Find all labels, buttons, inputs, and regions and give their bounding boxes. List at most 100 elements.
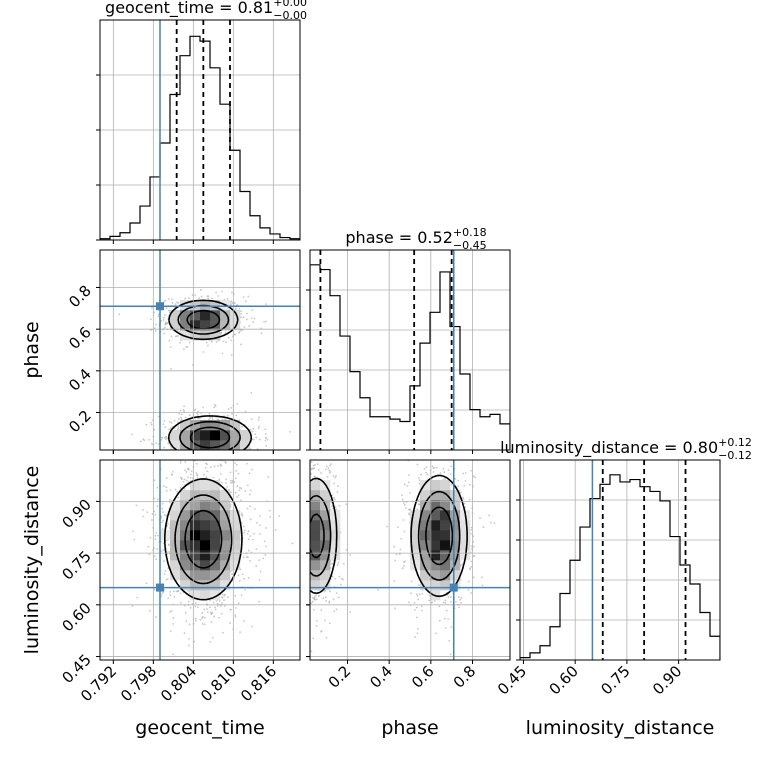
sample-point — [194, 602, 197, 604]
sample-point — [246, 507, 249, 510]
sample-point — [163, 560, 165, 563]
sample-point — [340, 583, 342, 586]
sample-point — [189, 454, 191, 456]
axes-frame — [99, 19, 301, 241]
sample-point — [305, 557, 307, 559]
sample-point — [409, 508, 411, 511]
sample-point — [305, 551, 307, 553]
x-tick-label: 0.804 — [157, 662, 200, 705]
sample-point — [284, 593, 286, 595]
sample-point — [324, 619, 326, 622]
sample-point — [317, 469, 320, 471]
sample-point — [196, 473, 199, 476]
sample-point — [226, 297, 229, 300]
sample-point — [308, 572, 310, 574]
sample-point — [160, 452, 162, 454]
sample-point — [438, 605, 441, 608]
sample-point — [450, 465, 452, 468]
sample-point — [169, 427, 172, 430]
sample-point — [180, 478, 183, 480]
density-cell — [230, 430, 241, 441]
sample-point — [332, 475, 335, 477]
sample-point — [297, 557, 299, 559]
sample-point — [315, 598, 318, 601]
x-axis-label: geocent_time — [135, 717, 264, 739]
density-cell — [310, 490, 321, 501]
sample-point — [213, 615, 216, 618]
sample-point — [208, 451, 210, 453]
sample-point — [178, 330, 181, 333]
density-cell — [210, 500, 221, 511]
density-cell — [200, 330, 211, 341]
sample-point — [163, 457, 165, 459]
sample-point — [153, 497, 156, 500]
density-cell — [310, 580, 321, 591]
density-cell — [440, 490, 451, 501]
density-cell — [420, 560, 431, 571]
sample-point — [301, 555, 303, 557]
density-cell — [430, 550, 441, 561]
sample-point — [186, 454, 188, 456]
sample-point — [162, 423, 165, 426]
sample-point — [432, 467, 435, 470]
density-cell — [450, 490, 461, 501]
density-cell — [420, 580, 431, 591]
sample-point — [253, 317, 256, 320]
sample-point — [240, 310, 243, 313]
sample-point — [473, 545, 475, 548]
sample-point — [246, 462, 248, 465]
sample-point — [214, 405, 217, 408]
axes-frame — [99, 249, 301, 451]
sample-point — [213, 465, 216, 468]
sample-point — [162, 591, 165, 594]
title-plus: +0.00 — [273, 0, 307, 9]
axes-frame — [309, 459, 511, 661]
sample-point — [179, 486, 182, 489]
sample-point — [237, 574, 240, 577]
density-cell — [220, 440, 231, 450]
sample-point — [243, 577, 245, 580]
density-cell — [210, 430, 221, 441]
sample-point — [304, 528, 306, 530]
sample-point — [185, 620, 188, 622]
sample-point — [285, 571, 287, 573]
sample-point — [210, 462, 212, 464]
sample-point — [210, 621, 213, 623]
sample-point — [180, 601, 182, 604]
sample-point — [197, 417, 199, 420]
sample-point — [201, 623, 204, 625]
sample-point — [308, 521, 310, 523]
sample-point — [224, 331, 227, 333]
sample-point — [303, 525, 305, 527]
sample-point — [313, 447, 315, 449]
density-cell — [200, 550, 211, 561]
sample-point — [283, 522, 285, 524]
density-cell — [200, 580, 211, 591]
sample-point — [401, 494, 403, 497]
density-cell — [430, 490, 441, 501]
sample-point — [306, 585, 308, 587]
density-cell — [200, 590, 211, 601]
sample-point — [176, 490, 178, 493]
density-cell — [320, 520, 331, 531]
sample-point — [212, 476, 215, 479]
sample-point — [452, 458, 454, 460]
sample-point — [142, 508, 145, 511]
sample-point — [151, 513, 154, 515]
density-cell — [190, 510, 201, 521]
sample-point — [408, 601, 410, 604]
sample-point — [470, 592, 473, 594]
sample-point — [148, 438, 150, 441]
sample-point — [241, 573, 244, 575]
density-cell — [220, 320, 231, 331]
sample-point — [153, 479, 156, 482]
sample-point — [233, 333, 236, 336]
sample-point — [243, 532, 245, 534]
sample-point — [447, 469, 450, 472]
sample-point — [155, 616, 157, 618]
sample-point — [238, 579, 241, 582]
sample-point — [249, 518, 252, 521]
sample-point — [464, 479, 467, 482]
sample-point — [303, 518, 305, 520]
sample-point — [349, 611, 352, 614]
